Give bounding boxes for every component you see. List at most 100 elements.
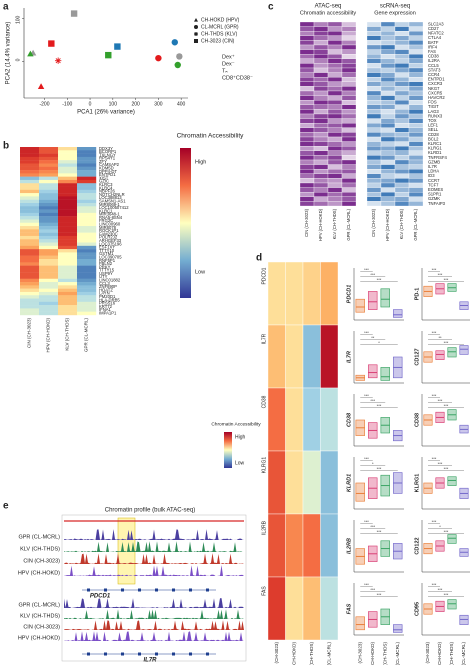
heatmap-cell: [380, 109, 396, 115]
heatmap-cell: [320, 387, 339, 452]
heatmap-cell: [380, 58, 396, 64]
heatmap-cell: [366, 136, 382, 142]
heatmap-cell: [285, 261, 304, 326]
box: [368, 364, 378, 379]
heatmap-cell: [58, 285, 78, 289]
heatmap-cell: [408, 150, 424, 156]
heatmap-cell: [366, 26, 382, 32]
heatmap-cell: [366, 150, 382, 156]
heatmap-cell: [313, 63, 329, 69]
heatmap-cell: [39, 216, 59, 220]
heatmap-cell: [366, 113, 382, 119]
x-tick-label: 100: [109, 101, 118, 107]
gene-label: PDCD1: [90, 594, 111, 600]
heatmap-cell: [39, 268, 59, 273]
heatmap-cell: [394, 146, 410, 151]
row-label: TTTY10: [99, 248, 115, 253]
heatmap-cell: [39, 291, 59, 296]
row-label: LOC390705: [99, 254, 122, 259]
heatmap-cell: [299, 81, 315, 87]
significance: ***: [432, 582, 437, 587]
track-label: GPR (CL-MCRL): [18, 534, 60, 540]
heatmap-cell: [408, 132, 424, 138]
heatmap-cell: [408, 31, 424, 36]
heatmap-cell: [366, 100, 382, 105]
exon: [87, 588, 90, 592]
heatmap-cell: [77, 249, 97, 253]
heatmap-cell: [394, 164, 410, 170]
heatmap-cell: [341, 77, 357, 82]
box: [355, 616, 365, 631]
heatmap-cell: [20, 216, 40, 220]
heatmap-cell: [327, 21, 343, 27]
colorbar: [224, 432, 232, 468]
heatmap-cell: [58, 252, 78, 256]
heatmap-cell: [327, 26, 343, 32]
significance: ***: [377, 529, 382, 534]
panel-label: b: [3, 141, 9, 152]
heatmap-cell: [20, 265, 40, 270]
heatmap-cell: [20, 239, 40, 243]
row-label: GZMB: [428, 159, 440, 164]
heatmap-cell: [341, 192, 357, 197]
heatmap-cell: [39, 199, 59, 204]
heatmap-cell: [341, 100, 357, 105]
heatmap-cell: [77, 147, 97, 151]
heatmap-cell: [39, 150, 59, 154]
heatmap-cell: [39, 209, 59, 214]
heatmap-cell: [313, 54, 329, 59]
heatmap-cell: [77, 222, 97, 227]
heatmap-title: ATAC-seq: [315, 4, 342, 10]
heatmap-cell: [299, 54, 315, 59]
heatmap-cell: [327, 192, 343, 197]
significance: ***: [377, 466, 382, 471]
heatmap-cell: [313, 118, 329, 124]
box: [380, 367, 390, 381]
heatmap-cell: [20, 196, 40, 200]
box: [459, 345, 469, 355]
box: [355, 298, 365, 313]
heatmap-cell: [408, 21, 424, 27]
heatmap-cell: [77, 282, 97, 286]
row-label: TTTY15: [99, 268, 115, 273]
row-label: BCL2: [428, 136, 439, 141]
heatmap-cell: [77, 252, 97, 256]
heatmap-cell: [394, 63, 410, 69]
heatmap-cell: [39, 272, 59, 276]
row-label: FBLN2: [99, 261, 113, 266]
axis-label: IL7R: [346, 351, 352, 363]
heatmap-cell: [77, 278, 97, 283]
heatmap-cell: [341, 90, 357, 96]
heatmap-cell: [58, 203, 78, 207]
signal-track: [64, 529, 244, 540]
heatmap-cell: [302, 450, 321, 515]
heatmap-cell: [20, 173, 40, 177]
heatmap-cell: [285, 324, 304, 389]
heatmap-cell: [394, 90, 410, 96]
heatmap-cell: [341, 123, 357, 128]
heatmap-cell: [408, 155, 424, 161]
box: [368, 291, 378, 310]
significance: ***: [432, 330, 437, 335]
heatmap-cell: [394, 155, 410, 161]
heatmap-cell: [39, 153, 59, 158]
heatmap-cell: [341, 173, 357, 179]
significance: ***: [432, 456, 437, 461]
heatmap-cell: [327, 141, 343, 147]
heatmap-cell: [327, 113, 343, 119]
heatmap-cell: [39, 255, 59, 260]
heatmap-cell: [58, 262, 78, 266]
signal-track: [64, 541, 244, 552]
column-label: CIN (CH-3023): [357, 642, 362, 665]
heatmap-cell: [394, 178, 410, 184]
heatmap-cell: [313, 113, 329, 119]
heatmap-cell: [327, 44, 343, 50]
row-label: POLR2J2: [99, 235, 118, 240]
heatmap-cell: [380, 21, 396, 27]
color-legend-label: CD8⁺CD38⁻: [222, 74, 253, 81]
heatmap-cell: [77, 206, 97, 210]
heatmap-cell: [313, 192, 329, 197]
heatmap-cell: [366, 146, 382, 151]
heatmap-cell: [320, 450, 339, 515]
heatmap-cell: [408, 196, 424, 202]
